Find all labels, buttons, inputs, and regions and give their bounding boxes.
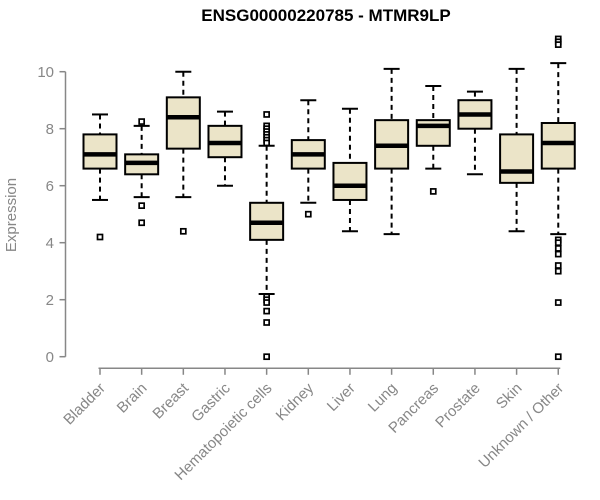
box-group-kidney — [290, 99, 326, 218]
outlier-point — [179, 227, 187, 235]
box-group-prostate — [457, 90, 493, 176]
iqr-box — [332, 161, 368, 201]
x-tick-label-breast: Breast — [149, 379, 192, 422]
x-tick-label-kidney: Kidney — [273, 379, 318, 424]
box-plots — [82, 35, 576, 361]
chart-title: ENSG00000220785 - MTMR9LP — [201, 6, 450, 25]
outlier-point — [554, 239, 562, 247]
box-group-bladder — [82, 113, 118, 241]
iqr-box — [499, 133, 535, 184]
box-group-skin — [499, 67, 535, 233]
outlier-point — [429, 188, 437, 195]
box-group-gastric — [207, 110, 243, 187]
x-tick-label-skin: Skin — [493, 380, 526, 413]
iqr-box — [540, 122, 576, 170]
x-tick-label-brain: Brain — [114, 380, 151, 417]
y-tick-label: 8 — [46, 121, 54, 138]
y-tick-label: 0 — [46, 349, 54, 366]
outlier-point — [554, 250, 562, 258]
y-tick-label: 2 — [46, 292, 54, 309]
outlier-point — [263, 319, 270, 326]
x-tick-label-lung: Lung — [365, 380, 401, 416]
outlier-point — [554, 267, 562, 275]
box-group-unknown-other — [540, 35, 576, 361]
outlier-point — [554, 262, 562, 269]
outlier-point — [304, 210, 312, 218]
box-group-hematopoietic-cells — [249, 111, 285, 361]
y-tick-label: 4 — [46, 235, 54, 252]
outlier-point — [263, 111, 270, 118]
x-tick-label-bladder: Bladder — [60, 380, 109, 429]
outlier-point — [554, 41, 562, 48]
outlier-point — [554, 245, 562, 252]
iqr-box — [82, 133, 118, 170]
outlier-point — [138, 202, 146, 209]
box-group-breast — [165, 70, 201, 235]
outlier-point — [138, 219, 146, 227]
x-tick-label-prostate: Prostate — [432, 380, 484, 432]
outlier-point — [263, 353, 270, 361]
y-tick-label: 10 — [37, 64, 54, 81]
outlier-point — [554, 299, 562, 306]
y-axis-label: Expression — [3, 178, 20, 252]
outlier-point — [263, 139, 270, 147]
outlier-point — [96, 233, 104, 241]
x-tick-label-liver: Liver — [324, 380, 359, 415]
outlier-point — [263, 307, 270, 315]
outlier-point — [263, 299, 270, 306]
box-group-lung — [374, 67, 410, 236]
y-tick-label: 6 — [46, 178, 54, 195]
box-group-liver — [332, 107, 368, 233]
outlier-point — [554, 353, 562, 361]
box-group-brain — [124, 118, 160, 227]
outlier-point — [138, 118, 146, 125]
box-group-pancreas — [415, 84, 451, 195]
iqr-box — [165, 96, 201, 150]
